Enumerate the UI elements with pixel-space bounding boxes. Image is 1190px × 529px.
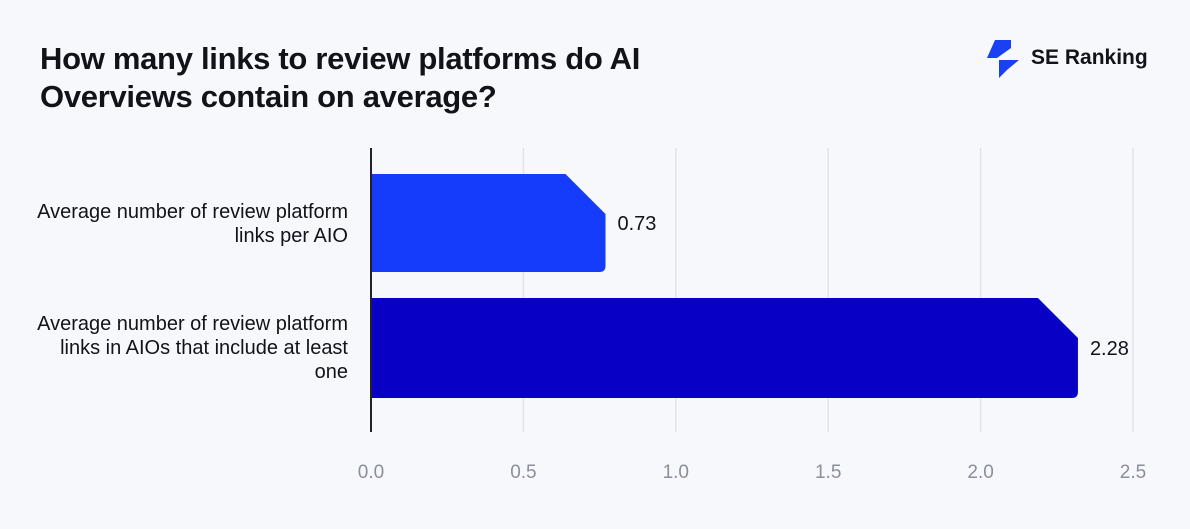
x-tick-label: 2.5	[1120, 462, 1146, 483]
category-label-2: Average number of review platform links …	[37, 313, 348, 383]
x-tick-label: 2.0	[967, 462, 993, 483]
data-label: 0.73	[618, 213, 657, 235]
bar	[371, 298, 1078, 398]
logo: SE Ranking	[985, 38, 1148, 78]
se-ranking-logo-icon	[987, 40, 1019, 78]
chart-title: How many links to review platforms do AI…	[40, 41, 641, 114]
x-tick-label: 0.0	[358, 462, 384, 483]
category-label-1: Average number of review platform links …	[37, 201, 348, 247]
bar	[371, 174, 606, 272]
x-tick-label: 1.0	[663, 462, 689, 483]
logo-text: SE Ranking	[1031, 46, 1148, 69]
x-tick-label: 0.5	[510, 462, 536, 483]
data-label: 2.28	[1090, 338, 1129, 360]
x-tick-label: 1.5	[815, 462, 841, 483]
